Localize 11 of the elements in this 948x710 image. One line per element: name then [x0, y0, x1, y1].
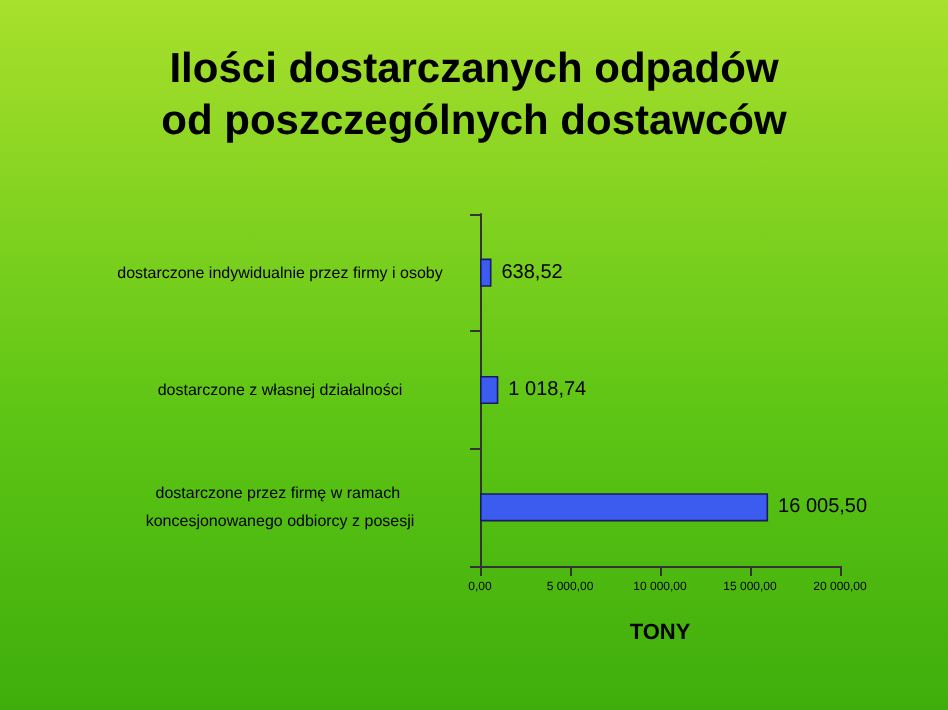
x-axis-title: TONY: [629, 621, 692, 645]
data-label: 638,52: [501, 261, 564, 284]
y-tick-label: dostarczone przez firmę w ramach koncesjonowanego odbiorcy z posesji: [145, 484, 415, 531]
bar: [480, 375, 499, 405]
y-tick-label: dostarczone z własnej działalności: [157, 381, 403, 399]
y-tick-label: dostarczone indywidualnie przez firmy i osoby: [117, 263, 443, 282]
data-label: 1 018,74: [508, 379, 588, 401]
chart-title: Ilości dostarczanych odpadów od poszczególnych dostawców: [159, 44, 789, 148]
data-label: 16 005,50: [778, 496, 868, 519]
bar: [480, 258, 492, 287]
bar: [480, 493, 769, 522]
